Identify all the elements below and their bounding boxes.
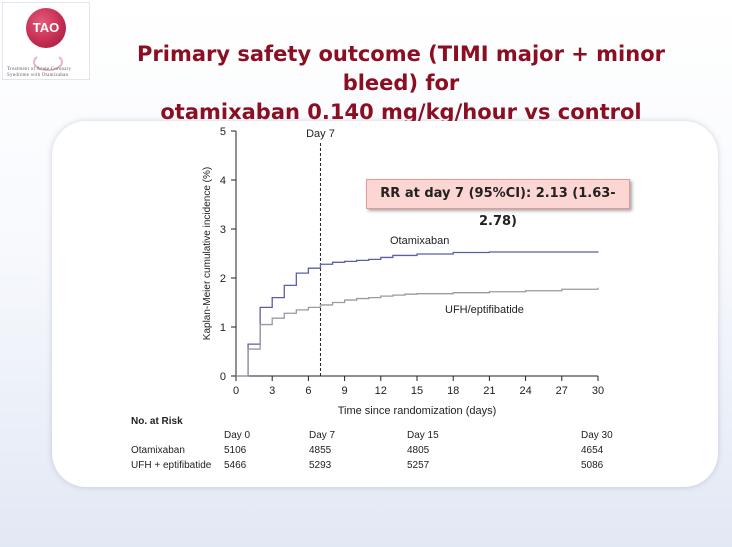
risk-cell: 4654 — [581, 445, 604, 456]
series-line-otamixaban — [236, 251, 599, 377]
series-label-ufh-eptifibatide: UFH/eptifibatide — [445, 304, 524, 316]
risk-header-day0: Day 0 — [224, 430, 251, 441]
x-tick-label: 21 — [483, 385, 495, 397]
x-tick-label: 6 — [305, 385, 311, 397]
y-tick-label: 3 — [220, 224, 226, 236]
risk-cell: 5466 — [224, 460, 247, 471]
x-tick-label: 30 — [592, 385, 604, 397]
y-tick-label: 1 — [220, 322, 226, 334]
logo-ring-decoration — [33, 53, 63, 71]
risk-cell: 5086 — [581, 460, 604, 471]
x-tick-label: 27 — [556, 385, 568, 397]
risk-row-label-otamixaban: Otamixaban — [131, 445, 185, 456]
series-line-ufh-eptifibatide — [236, 287, 599, 377]
tao-logo: TAO Treatment of Acute Coronary Syndrome… — [2, 2, 90, 80]
y-tick-label: 2 — [220, 273, 226, 285]
day7-reference-label: Day 7 — [306, 128, 335, 140]
x-tick-label: 3 — [269, 385, 275, 397]
y-tick-label: 4 — [220, 175, 226, 187]
y-tick-label: 0 — [220, 371, 226, 383]
risk-cell: 5106 — [224, 445, 247, 456]
risk-table-title: No. at Risk — [131, 416, 183, 427]
series-label-otamixaban: Otamixaban — [390, 235, 449, 247]
x-tick-label: 18 — [447, 385, 459, 397]
risk-cell: 5257 — [407, 460, 430, 471]
x-tick-label: 12 — [375, 385, 387, 397]
logo-caption-line1: Treatment of Acute Coronary — [7, 67, 72, 72]
x-tick-label: 9 — [342, 385, 348, 397]
risk-header-day15: Day 15 — [407, 430, 439, 441]
logo-emblem: TAO — [26, 8, 66, 48]
risk-cell: 4855 — [309, 445, 332, 456]
slide-title-line1: Primary safety outcome (TIMI major + min… — [137, 42, 665, 95]
risk-row-label-ufh: UFH + eptifibatide — [131, 460, 212, 471]
logo-caption-line2: Syndrome with Otamixaban — [7, 73, 69, 78]
risk-cell: 4805 — [407, 445, 430, 456]
x-tick-label: 15 — [411, 385, 423, 397]
risk-cell: 5293 — [309, 460, 332, 471]
x-axis-label: Time since randomization (days) — [338, 405, 497, 417]
x-tick-label: 24 — [519, 385, 531, 397]
y-tick-label: 5 — [220, 126, 226, 138]
slide-title: Primary safety outcome (TIMI major + min… — [96, 40, 706, 127]
risk-header-day30: Day 30 — [581, 430, 613, 441]
x-tick-label: 0 — [233, 385, 239, 397]
rr-annotation-box: RR at day 7 (95%CI): 2.13 (1.63-2.78) — [366, 179, 630, 229]
y-axis-label: Kaplan-Meier cumulative incidence (%) — [202, 167, 213, 340]
risk-header-day7: Day 7 — [309, 430, 336, 441]
slide-title-line2: otamixaban 0.140 mg/kg/hour vs control — [160, 100, 642, 124]
